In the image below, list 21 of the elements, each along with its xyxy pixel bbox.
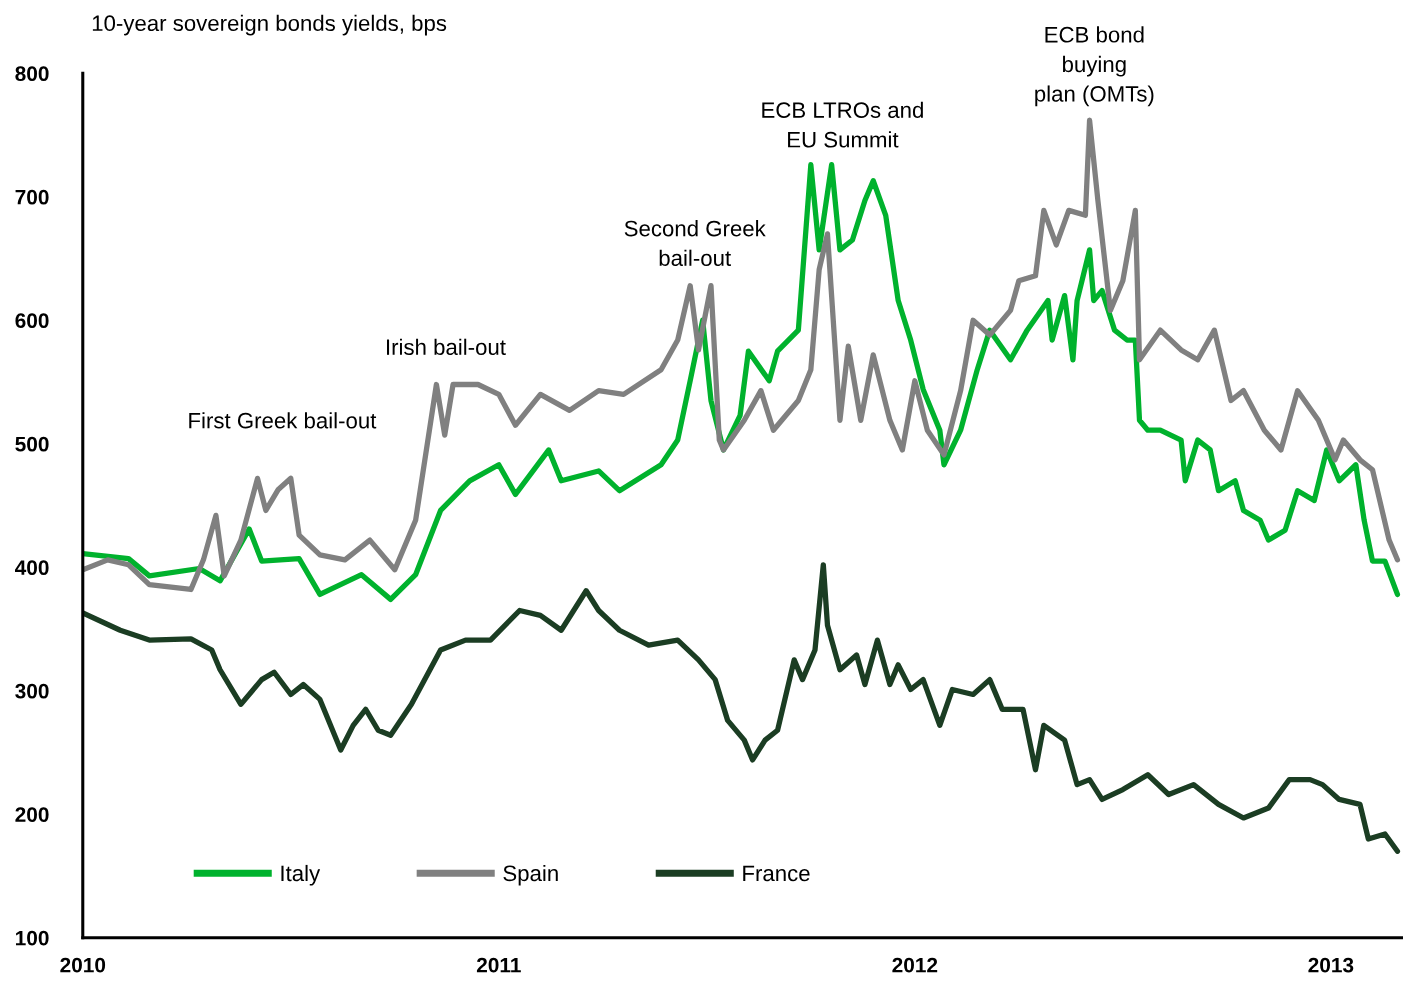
y-tick-label: 500: [15, 436, 49, 452]
annotation: ECB bond buying plan (OMTs): [1035, 26, 1154, 107]
y-tick-label: 700: [15, 189, 49, 205]
y-tick-label: 100: [16, 930, 49, 946]
y-tick-label: 600: [15, 313, 49, 329]
legend-label: France: [743, 865, 810, 882]
x-tick-label: 2012: [892, 957, 938, 973]
x-tick-label: 2010: [60, 957, 106, 973]
annotation: Irish bail-out: [386, 338, 506, 356]
y-tick-label: 300: [15, 683, 49, 699]
y-tick-label: 400: [15, 560, 49, 576]
annotation: First Greek bail-out: [189, 412, 377, 429]
legend-label: Spain: [503, 864, 558, 886]
y-tick-label: 800: [15, 66, 49, 82]
x-tick-label: 2011: [476, 957, 521, 973]
x-tick-label: 2013: [1308, 957, 1354, 973]
annotation: Second Greek bail-out: [624, 220, 766, 266]
legend-label: Italy: [281, 864, 321, 886]
chart-title: 10-year sovereign bonds yields, bps: [92, 14, 447, 36]
annotation: ECB LTROs and EU Summit: [762, 101, 923, 148]
y-tick-label: 200: [15, 807, 49, 822]
